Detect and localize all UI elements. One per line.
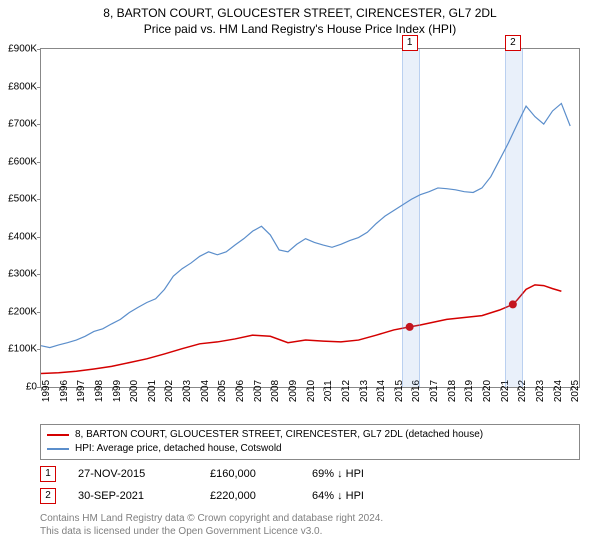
x-axis-label: 2001 — [147, 380, 158, 402]
footer-line-2: This data is licensed under the Open Gov… — [40, 525, 580, 538]
sale-number-badge: 1 — [40, 466, 56, 482]
footer-line-1: Contains HM Land Registry data © Crown c… — [40, 512, 580, 525]
x-axis-label: 2018 — [447, 380, 458, 402]
x-axis-label: 2013 — [359, 380, 370, 402]
x-axis-label: 2011 — [323, 380, 334, 402]
series-line-property_price — [41, 285, 561, 374]
legend-item: HPI: Average price, detached house, Cots… — [47, 442, 573, 456]
x-axis-label: 2005 — [217, 380, 228, 402]
legend-label: HPI: Average price, detached house, Cots… — [75, 442, 282, 456]
x-axis-label: 1998 — [94, 380, 105, 402]
x-axis-label: 2023 — [535, 380, 546, 402]
x-axis-label: 2007 — [253, 380, 264, 402]
x-axis-label: 2024 — [553, 380, 564, 402]
sale-number-badge: 2 — [40, 488, 56, 504]
x-axis-label: 2020 — [482, 380, 493, 402]
sale-badge: 1 — [402, 35, 418, 51]
footer: Contains HM Land Registry data © Crown c… — [40, 512, 580, 538]
x-axis-label: 2014 — [376, 380, 387, 402]
x-axis-label: 2006 — [235, 380, 246, 402]
y-axis-label: £500K — [8, 194, 37, 205]
sale-delta: 64% ↓ HPI — [312, 490, 412, 502]
y-axis-label: £200K — [8, 306, 37, 317]
y-axis-label: £900K — [8, 44, 37, 55]
y-axis-label: £300K — [8, 269, 37, 280]
legend-swatch — [47, 448, 69, 450]
series-line-hpi — [41, 103, 570, 347]
legend-swatch — [47, 434, 69, 436]
x-axis-label: 2003 — [182, 380, 193, 402]
sale-date: 30-SEP-2021 — [78, 490, 188, 502]
x-axis-label: 2019 — [464, 380, 475, 402]
title-block: 8, BARTON COURT, GLOUCESTER STREET, CIRE… — [0, 0, 600, 36]
x-axis-label: 1996 — [59, 380, 70, 402]
x-axis-label: 1999 — [112, 380, 123, 402]
legend-label: 8, BARTON COURT, GLOUCESTER STREET, CIRE… — [75, 428, 483, 442]
sale-price: £160,000 — [210, 468, 290, 480]
y-axis-label: £600K — [8, 156, 37, 167]
chart-container: 8, BARTON COURT, GLOUCESTER STREET, CIRE… — [0, 0, 600, 560]
sale-delta: 69% ↓ HPI — [312, 468, 412, 480]
x-axis-label: 2000 — [129, 380, 140, 402]
x-axis-label: 2008 — [270, 380, 281, 402]
sale-row: 1 27-NOV-2015 £160,000 69% ↓ HPI — [40, 466, 580, 482]
y-axis-label: £100K — [8, 344, 37, 355]
x-axis-label: 2012 — [341, 380, 352, 402]
x-axis-label: 2004 — [200, 380, 211, 402]
sale-date: 27-NOV-2015 — [78, 468, 188, 480]
x-axis-label: 2025 — [570, 380, 581, 402]
legend-item: 8, BARTON COURT, GLOUCESTER STREET, CIRE… — [47, 428, 573, 442]
x-axis-label: 2002 — [164, 380, 175, 402]
legend: 8, BARTON COURT, GLOUCESTER STREET, CIRE… — [40, 424, 580, 460]
sale-band — [402, 49, 420, 387]
y-axis-label: £400K — [8, 231, 37, 242]
title-sub: Price paid vs. HM Land Registry's House … — [0, 22, 600, 36]
x-axis-label: 2009 — [288, 380, 299, 402]
plot-svg — [41, 49, 579, 387]
x-axis-label: 2010 — [306, 380, 317, 402]
sale-price: £220,000 — [210, 490, 290, 502]
sale-row: 2 30-SEP-2021 £220,000 64% ↓ HPI — [40, 488, 580, 504]
title-main: 8, BARTON COURT, GLOUCESTER STREET, CIRE… — [0, 6, 600, 20]
x-axis-label: 2017 — [429, 380, 440, 402]
y-axis-label: £800K — [8, 81, 37, 92]
sale-badge: 2 — [505, 35, 521, 51]
y-axis-label: £700K — [8, 119, 37, 130]
sales-table: 1 27-NOV-2015 £160,000 69% ↓ HPI 2 30-SEP-202… — [40, 466, 580, 510]
x-axis-label: 1997 — [76, 380, 87, 402]
sale-band — [505, 49, 523, 387]
y-axis-label: £0 — [26, 382, 37, 393]
x-axis-label: 1995 — [41, 380, 52, 402]
chart-plot-area: £0£100K£200K£300K£400K£500K£600K£700K£80… — [40, 48, 580, 388]
